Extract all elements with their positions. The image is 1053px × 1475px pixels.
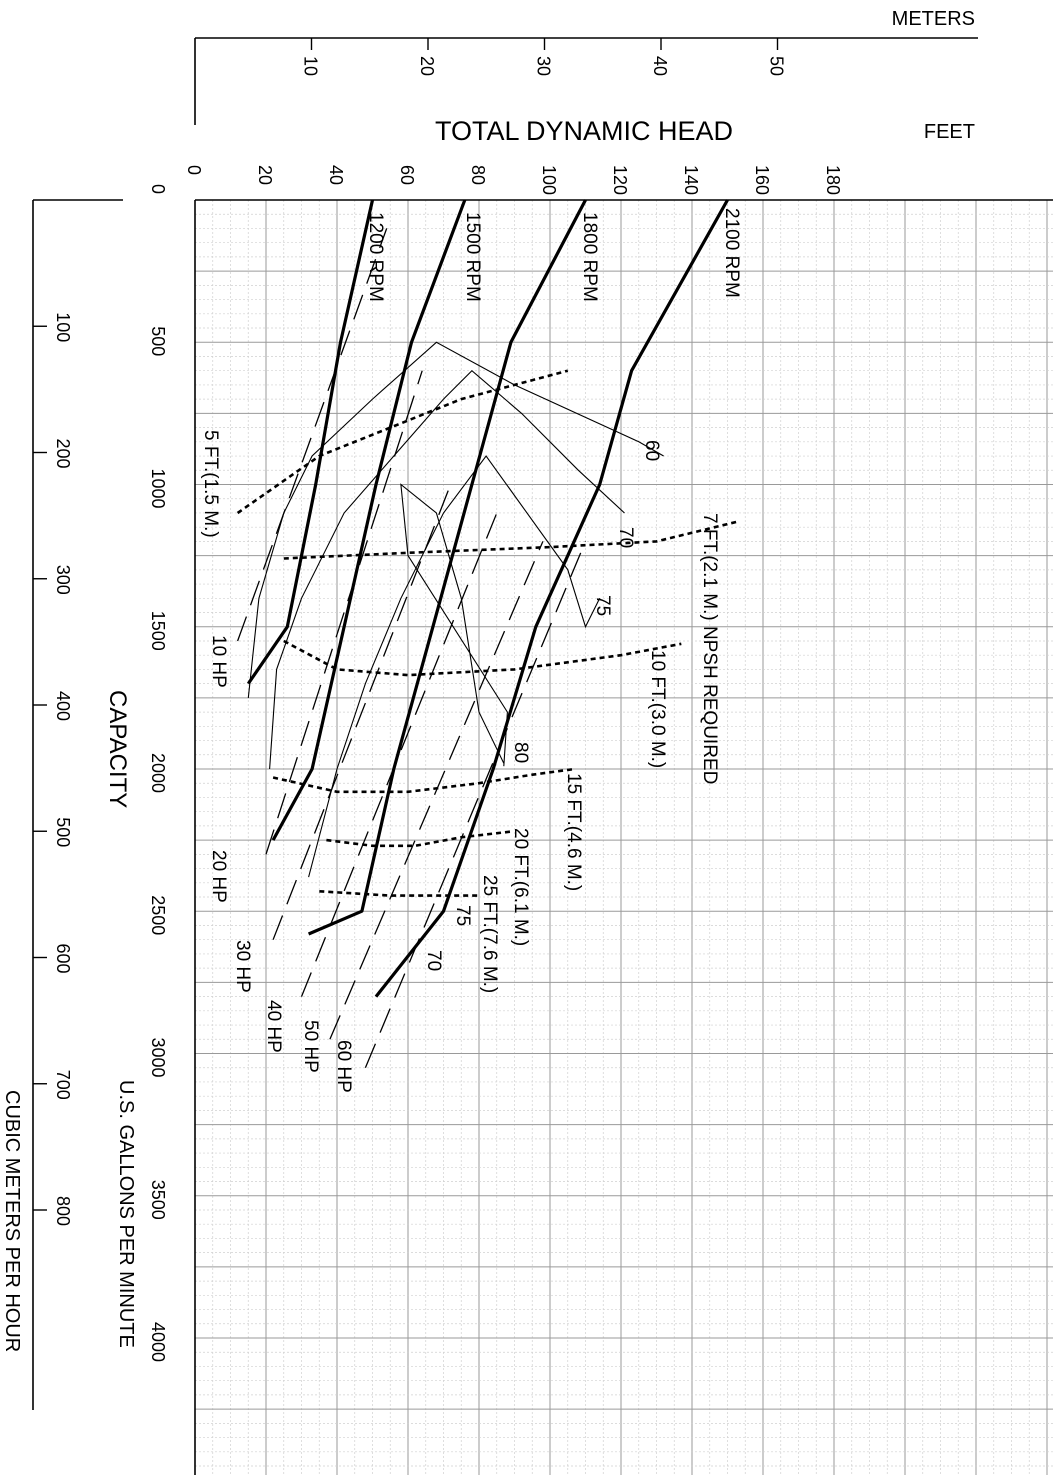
speed-curve <box>374 199 729 998</box>
horsepower-label: 50 HP <box>300 1020 321 1073</box>
gpm-unit-label: U.S. GALLONS PER MINUTE <box>115 1080 137 1348</box>
npsh-line <box>272 767 575 794</box>
m3h-tick-label: 600 <box>53 944 73 974</box>
meters-tick-label: 30 <box>534 56 554 76</box>
efficiency-curve <box>308 455 601 878</box>
speed-curve <box>307 199 587 936</box>
efficiency-label: 70 <box>615 527 636 548</box>
npsh-label: 10 FT.(3.0 M.) <box>647 650 668 768</box>
speed-curve-label: 2100 RPM <box>721 208 742 298</box>
gpm-tick-label: 2000 <box>148 753 168 793</box>
gpm-tick-label: 1000 <box>148 469 168 509</box>
meters-tick-label: 40 <box>650 56 670 76</box>
horsepower-line <box>329 541 544 1040</box>
npsh-line <box>283 639 682 677</box>
horsepower-label: 20 HP <box>208 850 229 903</box>
gpm-tick-label: 1500 <box>148 611 168 651</box>
npsh-line <box>283 520 739 560</box>
chart-curves <box>236 199 739 1068</box>
speed-curve <box>271 199 467 841</box>
speed-curve-label: 1500 RPM <box>462 212 483 302</box>
npsh-line <box>326 830 512 848</box>
chart-labels: 1200 RPM 1500 RPM 1800 RPM 2100 RPM 60 70 75 80… <box>200 208 742 1093</box>
feet-tick-label: 180 <box>823 165 843 195</box>
npsh-label: 25 FT.(7.6 M.) <box>479 875 500 993</box>
m3h-tick-label: 100 <box>53 312 73 342</box>
m3h-tick-label: 400 <box>53 691 73 721</box>
horsepower-line <box>272 484 452 940</box>
efficiency-curve <box>247 341 664 698</box>
npsh-label: 7 FT.(2.1 M.) NPSH REQUIRED <box>699 513 720 784</box>
efficiency-label: 75 <box>592 595 613 616</box>
feet-tick-label: 160 <box>752 165 772 195</box>
head-axis-title: TOTAL DYNAMIC HEAD <box>435 116 733 146</box>
horsepower-line <box>300 512 498 997</box>
feet-tick-label: 0 <box>184 165 204 175</box>
capacity-axis-title: CAPACITY <box>104 690 131 808</box>
feet-tick-label: 80 <box>468 165 488 185</box>
m3h-tick-label: 200 <box>53 439 73 469</box>
gpm-tick-label: 2500 <box>148 895 168 935</box>
speed-curve <box>246 199 375 685</box>
efficiency-label: 80 <box>510 742 531 763</box>
horsepower-label: 30 HP <box>232 940 253 993</box>
m3h-unit-label: CUBIC METERS PER HOUR <box>1 1090 23 1352</box>
feet-tick-label: 60 <box>397 165 417 185</box>
feet-tick-label: 120 <box>610 165 630 195</box>
m3h-tick-label: 800 <box>53 1196 73 1226</box>
efficiency-curve <box>400 483 508 767</box>
m3h-tick-label: 700 <box>53 1070 73 1100</box>
npsh-line <box>319 890 479 897</box>
m3h-tick-label: 300 <box>53 565 73 595</box>
npsh-label: 5 FT.(1.5 M.) <box>200 430 221 538</box>
gpm-tick-label: 4000 <box>148 1322 168 1362</box>
efficiency-label-70: 70 <box>423 950 444 971</box>
gpm-tick-label: 0 <box>148 184 168 194</box>
meters-unit-label: METERS <box>892 8 975 30</box>
horsepower-line <box>265 370 423 855</box>
horsepower-line <box>236 228 388 642</box>
speed-curve-label: 1800 RPM <box>579 212 600 302</box>
gpm-tick-label: 3000 <box>148 1038 168 1078</box>
gpm-tick-label: 500 <box>148 326 168 356</box>
chart-axes: 0 20 40 60 80 100 120 140 160 180 10 20 30 40 50 METERS… <box>1 8 978 1410</box>
feet-tick-label: 100 <box>539 165 559 195</box>
efficiency-label-75: 75 <box>452 905 473 926</box>
feet-tick-label: 40 <box>326 165 346 185</box>
gpm-tick-label: 3500 <box>148 1180 168 1220</box>
feet-unit-label: FEET <box>924 121 975 143</box>
efficiency-curve <box>269 369 625 770</box>
m3h-tick-label: 500 <box>53 817 73 847</box>
horsepower-label: 60 HP <box>333 1040 354 1093</box>
speed-curve-label: 1200 RPM <box>365 212 386 302</box>
efficiency-label: 60 <box>641 440 662 461</box>
horsepower-label: 10 HP <box>208 635 229 688</box>
chart-grid <box>194 199 1053 1475</box>
horsepower-line <box>364 541 587 1068</box>
npsh-label: 20 FT.(6.1 M.) <box>510 828 531 946</box>
meters-tick-label: 10 <box>301 56 321 76</box>
feet-tick-label: 140 <box>681 165 701 195</box>
horsepower-label: 40 HP <box>263 1000 284 1053</box>
meters-tick-label: 50 <box>767 56 787 76</box>
npsh-label: 15 FT.(4.6 M.) <box>563 773 584 891</box>
feet-tick-label: 20 <box>255 165 275 185</box>
meters-tick-label: 20 <box>417 56 437 76</box>
